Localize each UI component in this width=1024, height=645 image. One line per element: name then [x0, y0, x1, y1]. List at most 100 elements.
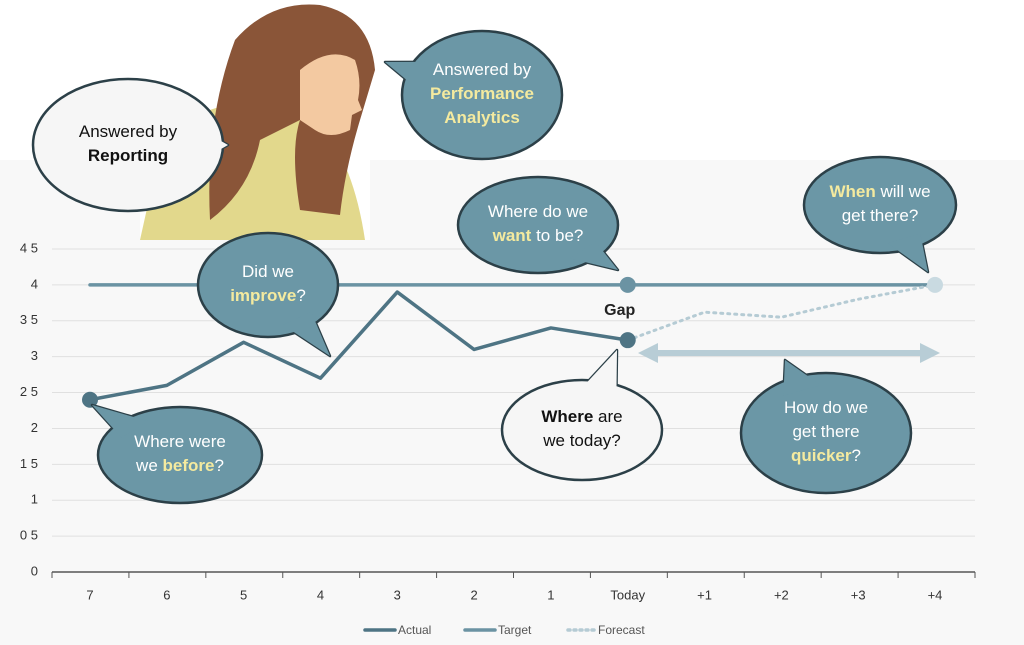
bubble-text-part: are [593, 407, 622, 426]
bubble-body [96, 405, 264, 505]
bubble-text: Analytics [444, 108, 520, 127]
bubble-text-part: we today? [542, 431, 621, 450]
legend-label: Actual [398, 623, 431, 637]
legend-label: Forecast [598, 623, 645, 637]
legend-label: Target [498, 623, 532, 637]
bubble-text: When will we [829, 182, 930, 201]
speech-bubble: Answered by Performance Analytics [383, 29, 564, 161]
bubble-text-part: get there [792, 422, 859, 441]
y-tick-label: 1 5 [20, 456, 38, 471]
bubble-text-part: to be? [531, 226, 583, 245]
bubble-text-part: Did we [242, 262, 294, 281]
bubble-text-part: before [163, 456, 215, 475]
x-tick-label: +2 [774, 587, 789, 602]
bubble-tail-fill [283, 311, 330, 356]
bubble-text-part: When [829, 182, 875, 201]
x-tick-label: 5 [240, 587, 247, 602]
bubble-tail-fill [569, 241, 618, 270]
illustration [140, 0, 375, 240]
y-tick-label: 0 5 [20, 528, 38, 543]
arrow-head [920, 343, 940, 363]
x-tick-label: 2 [470, 587, 477, 602]
bubble-text: get there? [842, 206, 919, 225]
bubble-text-part: Where [541, 407, 593, 426]
x-tick-label: 6 [163, 587, 170, 602]
x-tick-label: Today [610, 587, 645, 602]
x-tick-label: +1 [697, 587, 712, 602]
bubble-text: Where were [134, 432, 226, 451]
bubble-text-part: Answered by [79, 122, 178, 141]
bubble-text: we today? [542, 431, 621, 450]
bubble-text-part: ? [852, 446, 861, 465]
speech-bubble: Where are we today? [500, 348, 664, 482]
y-tick-label: 2 [31, 420, 38, 435]
series-line [626, 283, 937, 342]
bubble-text-part: Performance [430, 84, 534, 103]
bubble-text-part: ? [296, 286, 305, 305]
bubble-text-part: quicker [791, 446, 852, 465]
point-marker [927, 276, 943, 293]
point-marker [82, 391, 98, 408]
x-tick-label: 4 [317, 587, 324, 602]
bubble-text-part: will we [876, 182, 931, 201]
bubble-text-part: want [492, 226, 532, 245]
x-tick-label: 1 [547, 587, 554, 602]
bubble-body [31, 77, 225, 213]
bubble-text-part: ? [214, 456, 223, 475]
gap-label: Gap [604, 302, 635, 319]
bubble-text: Reporting [88, 146, 168, 165]
y-tick-label: 2 5 [20, 384, 38, 399]
bubble-text: improve? [230, 286, 306, 305]
bubble-text-part: we [135, 456, 162, 475]
point-marker [619, 332, 636, 349]
bubble-tail-fill [783, 360, 821, 396]
face [300, 54, 362, 135]
bubble-text: Performance [430, 84, 534, 103]
series-line [88, 290, 630, 402]
bubble-text-part: Answered by [433, 60, 532, 79]
bubble-text-part: Reporting [88, 146, 168, 165]
bubble-text: get there [792, 422, 859, 441]
bubble-tail-fill [200, 129, 228, 161]
speech-bubble: How do we get there quicker? [739, 358, 913, 495]
bubble-text: Did we [242, 262, 294, 281]
x-tick-label: +3 [851, 587, 866, 602]
bubble-text: want to be? [492, 226, 584, 245]
bubble-body [196, 231, 340, 339]
speech-bubble: Did we improve? [196, 231, 340, 358]
bubble-text-part: get there? [842, 206, 919, 225]
bubble-text: Where do we [488, 202, 588, 221]
bubble-body [456, 175, 620, 275]
bubble-text: How do we [784, 398, 868, 417]
bubble-text-part: Where do we [488, 202, 588, 221]
y-tick-label: 4 [31, 276, 38, 291]
y-tick-label: 3 [31, 348, 38, 363]
bubble-text: Where are [541, 407, 622, 426]
speech-bubble: When will we get there? [802, 155, 958, 274]
bubble-tail-fill [887, 233, 928, 272]
speech-bubble: Answered by Reporting [31, 77, 230, 213]
speech-bubble: Where were we before? [90, 403, 264, 505]
y-tick-label: 0 [31, 563, 38, 578]
point-marker [619, 276, 636, 293]
bubble-tail-fill [92, 405, 149, 438]
bubble-tail-fill [579, 350, 617, 397]
bubble-text: quicker? [791, 446, 861, 465]
bubble-text-part: Analytics [444, 108, 520, 127]
bubble-body [400, 29, 564, 161]
y-tick-label: 1 [31, 492, 38, 507]
bubble-text-part: improve [230, 286, 296, 305]
y-tick-label: 3 5 [20, 312, 38, 327]
bubble-text: we before? [135, 456, 224, 475]
x-tick-label: 7 [86, 587, 93, 602]
bubble-text-part: Where were [134, 432, 226, 451]
bubble-tail-fill [385, 61, 434, 90]
speech-bubble: Where do we want to be? [456, 175, 620, 275]
bubble-text: Answered by [79, 122, 178, 141]
y-tick-label: 4 5 [20, 240, 38, 255]
x-tick-label: +4 [928, 587, 943, 602]
x-tick-label: 3 [394, 587, 401, 602]
bubble-body [739, 371, 913, 495]
bubble-body [500, 378, 664, 482]
